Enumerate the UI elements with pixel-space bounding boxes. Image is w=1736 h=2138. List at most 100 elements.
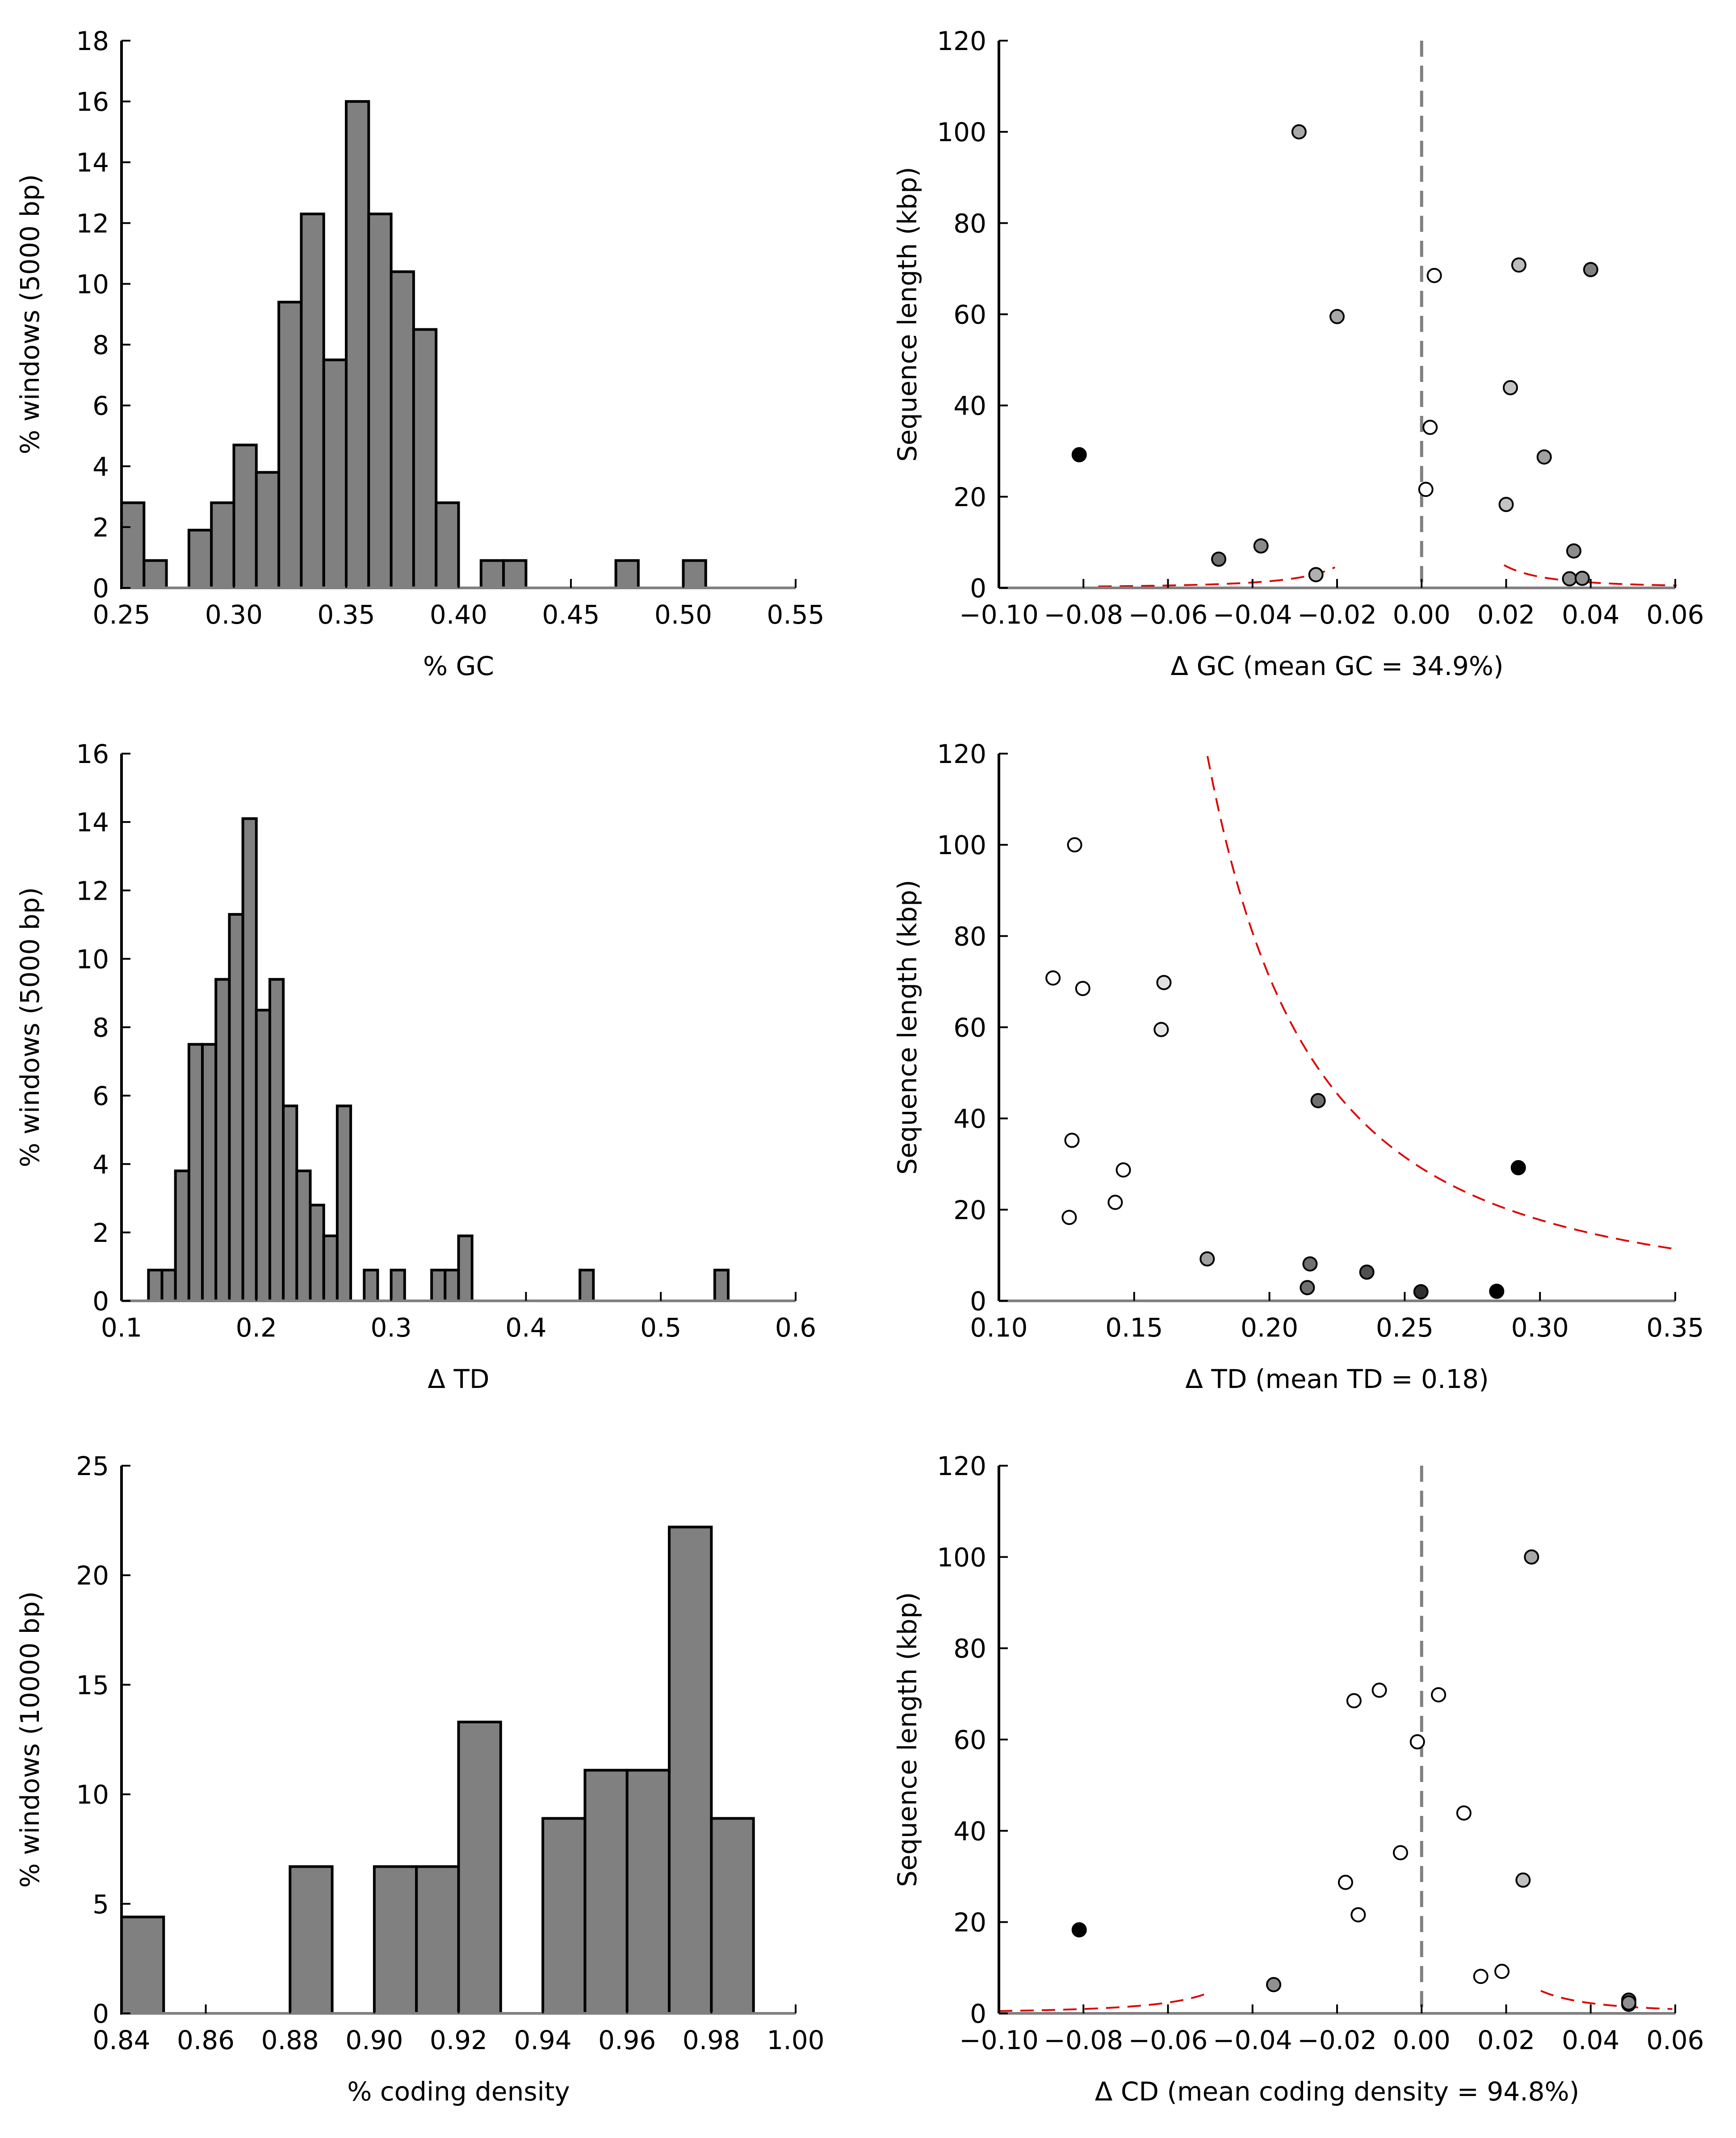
- histogram-bar: [363, 1269, 379, 1302]
- scatter-point: [1515, 1872, 1531, 1888]
- scatter-point: [1338, 1874, 1353, 1890]
- confidence-curve: [1098, 566, 1336, 587]
- td-scatter-ticks: 0.10 0.15 0.20 0.25 0.30 0.35 0 20 40 60 80 100 120: [937, 739, 1704, 1343]
- histogram-bar: [120, 1916, 165, 2015]
- x-tick-label: 0.84: [92, 2025, 150, 2055]
- y-tick-label: 60: [953, 1725, 986, 1755]
- gc-scatter-points: [1071, 124, 1598, 587]
- x-tick-label: 0.6: [775, 1312, 816, 1343]
- histogram-bar: [147, 1269, 164, 1302]
- scatter-point: [1510, 1160, 1526, 1175]
- histogram-bar: [120, 501, 146, 590]
- td-scatter-y-axis-label: Sequence length (kbp): [892, 880, 923, 1174]
- scatter-point: [1494, 1964, 1510, 1979]
- scatter-point: [1199, 1251, 1215, 1267]
- x-tick-label: 0.96: [598, 2025, 656, 2055]
- scatter-point: [1371, 1682, 1387, 1698]
- td-scatter-x-axis-label: Δ TD (mean TD = 0.18): [1185, 1364, 1489, 1394]
- cd-scatter-reference-lines: [999, 1466, 1673, 2013]
- cd-scatter-points: [1071, 1549, 1636, 2012]
- y-tick-label: 20: [76, 1560, 109, 1591]
- x-tick-label: 0.02: [1477, 2025, 1535, 2055]
- scatter-point: [1302, 1256, 1318, 1272]
- y-tick-label: 12: [76, 876, 109, 906]
- y-tick-label: 14: [76, 147, 109, 178]
- cd-scatter-axes: [998, 1466, 1675, 2015]
- histogram-bar: [457, 1234, 474, 1302]
- scatter-point: [1346, 1693, 1362, 1709]
- histogram-bar: [335, 1104, 352, 1302]
- histogram-bar: [625, 1769, 671, 2015]
- y-tick-label: 8: [92, 330, 109, 361]
- histogram-bar: [412, 328, 438, 589]
- y-tick-label: 0: [92, 573, 109, 604]
- x-tick-label: 0.98: [683, 2025, 740, 2055]
- scatter-point: [1566, 543, 1581, 559]
- y-tick-label: 100: [937, 117, 986, 147]
- x-tick-label: 0.04: [1562, 599, 1619, 630]
- histogram-bar: [682, 559, 707, 589]
- y-tick-label: 12: [76, 208, 109, 239]
- y-tick-label: 6: [92, 1081, 109, 1111]
- y-tick-label: 20: [953, 1195, 986, 1225]
- y-tick-label: 40: [953, 391, 986, 421]
- histogram-bar: [187, 1043, 204, 1302]
- td-histogram-y-axis-label: % windows (5000 bp): [15, 887, 45, 1167]
- histogram-bar: [255, 471, 281, 590]
- y-tick-label: 2: [92, 512, 109, 543]
- y-tick-label: 4: [92, 452, 109, 482]
- histogram-bar: [322, 358, 348, 589]
- histogram-bar: [201, 1043, 218, 1302]
- confidence-curve: [999, 1991, 1212, 2012]
- scatter-point: [1107, 1195, 1123, 1210]
- y-tick-label: 120: [937, 739, 986, 769]
- gc-histogram-x-axis-label: % GC: [423, 651, 494, 681]
- scatter-point: [1524, 1549, 1539, 1565]
- scatter-point: [1300, 1280, 1315, 1295]
- x-tick-label: 0.00: [1393, 2025, 1451, 2055]
- td-scatter-points: [1045, 837, 1526, 1300]
- histogram-bar: [232, 444, 258, 590]
- x-tick-label: 0.3: [370, 1312, 411, 1343]
- gc-histogram-y-axis-label: % windows (5000 bp): [15, 174, 45, 454]
- td-scatter-reference-lines: [1206, 756, 1676, 1250]
- x-tick-label: −0.08: [1044, 2025, 1123, 2055]
- histogram-bar: [322, 1234, 339, 1302]
- scatter-point: [1426, 268, 1442, 283]
- histogram-bar: [143, 559, 168, 589]
- scatter-point: [1359, 1264, 1375, 1280]
- scatter-point: [1153, 1022, 1169, 1037]
- td-histogram-panel: 0.1 0.2 0.3 0.4 0.5 0.6 0 2 4 6 8 10 12 14 16 Δ TD % w…: [15, 739, 816, 1394]
- scatter-point: [1071, 447, 1087, 462]
- x-tick-label: 0.40: [430, 599, 487, 630]
- histogram-bar: [710, 1817, 755, 2015]
- y-tick-label: 16: [76, 87, 109, 117]
- y-tick-label: 120: [937, 1451, 986, 1481]
- y-tick-label: 8: [92, 1013, 109, 1043]
- x-tick-label: 0.4: [505, 1312, 546, 1343]
- histogram-bar: [713, 1269, 730, 1302]
- scatter-point: [1061, 1210, 1077, 1225]
- scatter-point: [1156, 975, 1172, 990]
- histogram-bar: [282, 1104, 298, 1302]
- gc-scatter-reference-lines: [1098, 41, 1677, 588]
- histogram-bar: [668, 1526, 713, 2015]
- x-tick-label: 0.92: [430, 2025, 487, 2055]
- scatter-point: [1308, 567, 1324, 583]
- histogram-bar: [435, 501, 460, 590]
- td-histogram-ticks: 0.1 0.2 0.3 0.4 0.5 0.6 0 2 4 6 8 10 12 14 16: [76, 739, 816, 1343]
- histogram-bar: [228, 913, 244, 1302]
- scatter-point: [1489, 1283, 1505, 1299]
- gc-histogram-bars: [120, 100, 707, 590]
- x-tick-label: 0.04: [1562, 2025, 1619, 2055]
- y-tick-label: 10: [76, 944, 109, 974]
- histogram-bar: [614, 559, 640, 589]
- y-tick-label: 100: [937, 830, 986, 860]
- scatter-point: [1067, 837, 1082, 853]
- x-tick-label: 0.25: [92, 599, 150, 630]
- scatter-point: [1562, 571, 1577, 587]
- x-tick-label: 0.2: [236, 1312, 277, 1343]
- histogram-bar: [479, 559, 505, 589]
- y-tick-label: 60: [953, 300, 986, 330]
- scatter-point: [1064, 1132, 1080, 1148]
